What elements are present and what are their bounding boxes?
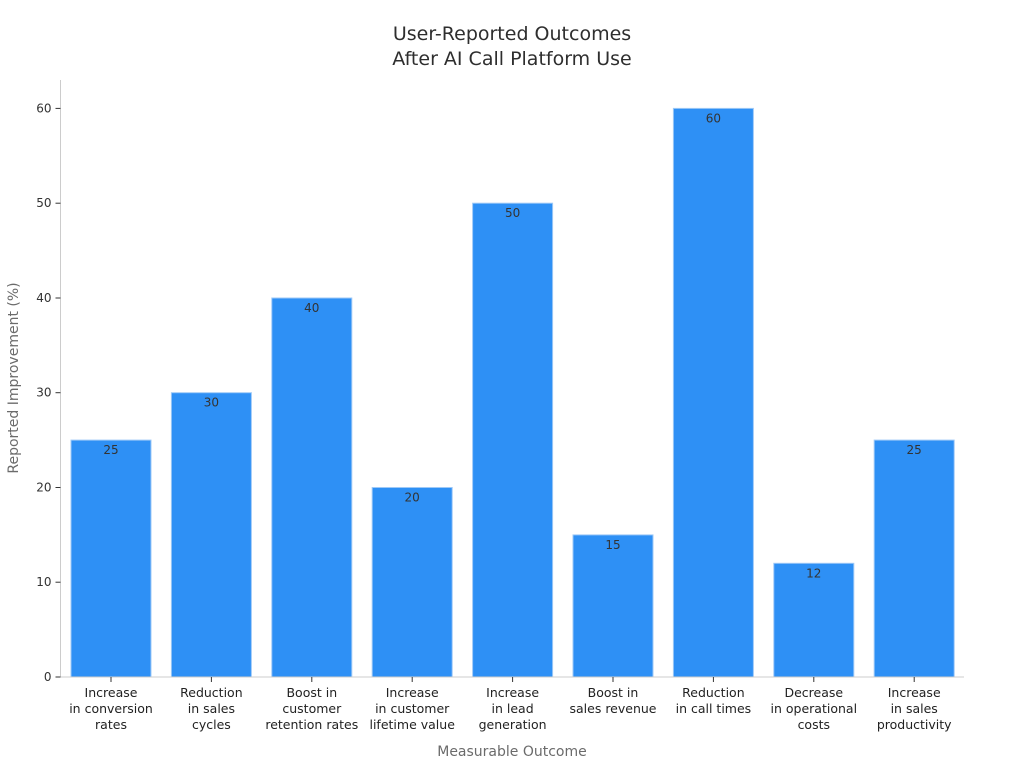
plot-area: 25 30 40 20 50 15 60 12 25 0 10 20 30 40 50 60 Increas… (36, 80, 964, 732)
bar-value-label: 25 (907, 443, 922, 457)
x-axis: Increase in conversion rates Reduction in sa… (60, 676, 964, 732)
y-tick-label: 40 (36, 291, 51, 305)
x-tick-label: Reduction in sales cycles (180, 685, 243, 732)
x-tick-label: Reduction in call times (676, 685, 752, 716)
x-axis-title: Measurable Outcome (437, 744, 587, 760)
y-axis-title: Reported Improvement (%) (6, 282, 22, 473)
bar-value-label: 15 (605, 538, 620, 552)
y-tick-label: 0 (44, 670, 52, 684)
chart-title-line-2: After AI Call Platform Use (392, 48, 631, 70)
x-tick-label: Increase in sales productivity (877, 685, 952, 732)
bar (70, 439, 152, 678)
bar (773, 562, 855, 678)
chart-title-line-1: User-Reported Outcomes (393, 23, 631, 45)
bars-group (70, 107, 955, 678)
bar (672, 107, 754, 678)
x-tick-label: Increase in conversion rates (69, 685, 153, 732)
bar (371, 487, 453, 678)
bar-value-label: 12 (806, 566, 821, 580)
x-tick-label: Increase in lead generation (479, 685, 547, 732)
y-tick-label: 20 (36, 481, 51, 495)
data-labels-group: 25 30 40 20 50 15 60 12 25 (103, 111, 921, 580)
bar-value-label: 20 (405, 491, 420, 505)
y-tick-label: 10 (36, 575, 51, 589)
bar (271, 297, 353, 678)
bar-value-label: 30 (204, 396, 219, 410)
x-tick-label: Boost in sales revenue (570, 685, 657, 716)
x-tick-label: Decrease in operational costs (771, 685, 858, 732)
bar-value-label: 40 (304, 301, 319, 315)
bar-value-label: 25 (103, 443, 118, 457)
x-tick-label: Boost in customer retention rates (265, 685, 358, 732)
y-tick-label: 60 (36, 101, 51, 115)
x-tick-label: Increase in customer lifetime value (369, 685, 455, 732)
bar (572, 534, 654, 678)
y-tick-label: 30 (36, 386, 51, 400)
y-axis: 0 10 20 30 40 50 60 (36, 80, 61, 684)
bar (170, 392, 252, 678)
y-tick-label: 50 (36, 196, 51, 210)
bar-value-label: 60 (706, 111, 721, 125)
bar (472, 202, 554, 678)
bar-value-label: 50 (505, 206, 520, 220)
bar (873, 439, 955, 678)
